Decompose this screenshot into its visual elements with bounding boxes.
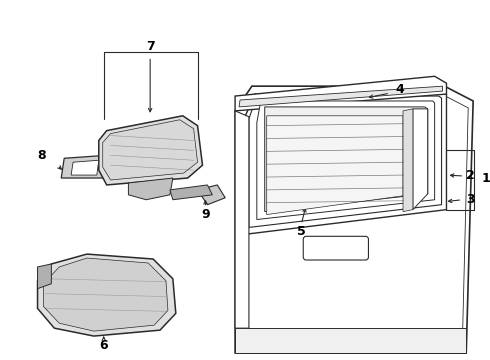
- Text: 8: 8: [37, 149, 46, 162]
- Polygon shape: [265, 107, 428, 212]
- Text: 4: 4: [396, 83, 404, 96]
- Polygon shape: [38, 264, 51, 289]
- Polygon shape: [257, 101, 435, 220]
- Text: 5: 5: [297, 225, 306, 238]
- Polygon shape: [99, 116, 202, 185]
- Polygon shape: [267, 116, 403, 215]
- Polygon shape: [235, 76, 446, 111]
- Polygon shape: [249, 96, 441, 228]
- Polygon shape: [413, 109, 428, 210]
- Text: 6: 6: [99, 339, 108, 352]
- Polygon shape: [235, 111, 249, 328]
- Text: 7: 7: [146, 40, 154, 53]
- Polygon shape: [103, 120, 197, 180]
- Polygon shape: [239, 86, 442, 107]
- Polygon shape: [235, 86, 473, 353]
- Polygon shape: [170, 185, 212, 200]
- Text: 1: 1: [482, 171, 490, 185]
- Text: 9: 9: [201, 208, 210, 221]
- Polygon shape: [197, 185, 225, 205]
- FancyBboxPatch shape: [303, 236, 368, 260]
- Polygon shape: [403, 109, 413, 212]
- Text: 3: 3: [466, 193, 475, 206]
- Polygon shape: [128, 178, 173, 200]
- Text: 2: 2: [466, 168, 475, 181]
- Polygon shape: [61, 155, 107, 178]
- Polygon shape: [235, 328, 466, 353]
- Polygon shape: [38, 254, 176, 336]
- Polygon shape: [44, 258, 168, 331]
- Polygon shape: [245, 94, 446, 234]
- Polygon shape: [71, 160, 99, 175]
